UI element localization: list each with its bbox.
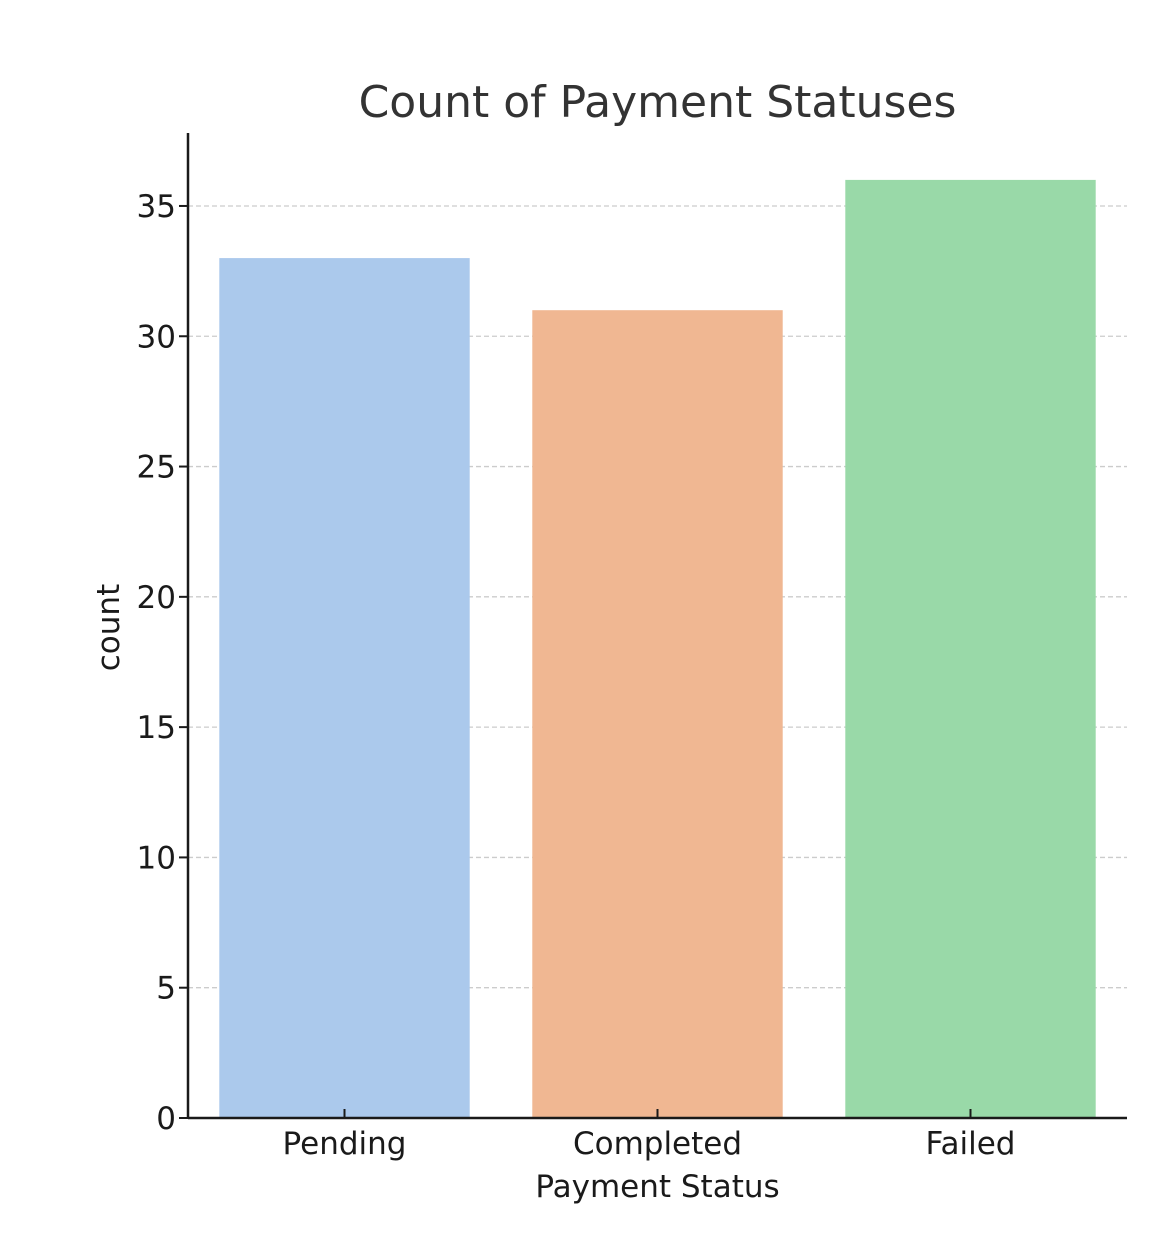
x-tick-label: Pending: [283, 1126, 407, 1162]
y-tick-label: 20: [137, 580, 176, 616]
x-axis-label: Payment Status: [535, 1169, 779, 1205]
bars: [219, 179, 1096, 1119]
bar-completed: [532, 310, 783, 1118]
bar-pending: [219, 258, 470, 1119]
y-tick-label: 30: [137, 319, 176, 355]
x-tick-label: Completed: [573, 1126, 742, 1162]
y-tick-label: 15: [137, 710, 176, 746]
chart-title: Count of Payment Statuses: [359, 77, 957, 128]
bar-failed: [845, 179, 1096, 1118]
x-tick-label: Failed: [926, 1126, 1016, 1162]
y-tick-label: 5: [156, 971, 176, 1007]
y-tick-label: 25: [137, 450, 176, 486]
y-tick-label: 0: [156, 1101, 176, 1137]
y-tick-label: 10: [137, 840, 176, 876]
y-tick-label: 35: [137, 189, 176, 225]
y-axis-label: count: [91, 584, 127, 671]
ticks: 0 5 10 15 20 25 30 35 Pending Completed Failed: [137, 189, 1016, 1162]
